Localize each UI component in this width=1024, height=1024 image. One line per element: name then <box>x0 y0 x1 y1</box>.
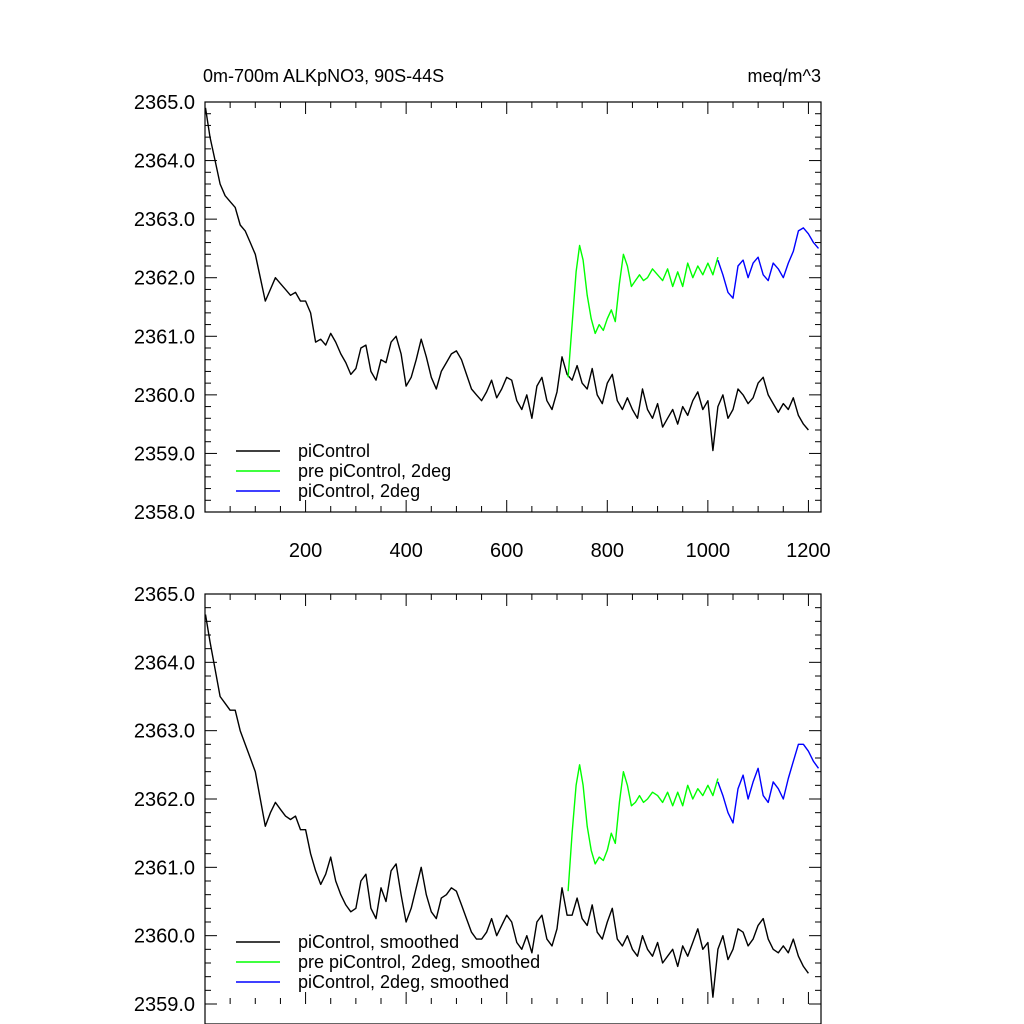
legend-label-pre-picontrol-2deg: pre piControl, 2deg <box>298 461 451 481</box>
panel-top-ticks: 2358.0 2359.0 2360.0 2361.0 2362.0 2363.0 2364… <box>134 92 831 562</box>
panel-top-title: 0m-700m ALKpNO3, 90S-44S <box>203 66 444 86</box>
x-tick-label: 600 <box>490 540 523 562</box>
series-line-picontrol-2deg-smoothed <box>717 743 820 824</box>
panel-bottom-frame <box>204 593 822 1024</box>
legend-label-picontrol-smoothed: piControl, smoothed <box>298 932 459 952</box>
panel-bottom-series <box>204 614 820 998</box>
y-tick-label: 2365.0 <box>134 584 195 606</box>
y-tick-label: 2361.0 <box>134 326 195 348</box>
y-tick-label: 2358.0 <box>134 502 195 524</box>
legend-label-picontrol-2deg-smoothed: piControl, 2deg, smoothed <box>298 972 509 992</box>
y-tick-label: 2362.0 <box>134 268 195 290</box>
x-tick-label: 200 <box>289 540 322 562</box>
y-tick-label: 2363.0 <box>134 721 195 743</box>
panel-top: 0m-700m ALKpNO3, 90S-44S meq/m^3 2358.02… <box>134 66 831 562</box>
y-tick-label: 2360.0 <box>134 926 195 948</box>
y-tick-label: 2359.0 <box>134 994 195 1016</box>
y-tick-label: 2359.0 <box>134 443 195 465</box>
legend-label-picontrol: piControl <box>298 441 370 461</box>
legend-label-pre-picontrol-2deg-smoothed: pre piControl, 2deg, smoothed <box>298 952 540 972</box>
x-tick-label: 800 <box>591 540 624 562</box>
series-line-picontrol <box>204 107 809 452</box>
panel-top-units: meq/m^3 <box>748 66 821 86</box>
y-tick-label: 2360.0 <box>134 385 195 407</box>
x-tick-label: 1200 <box>786 540 831 562</box>
legend-label-picontrol-2deg: piControl, 2deg <box>298 481 420 501</box>
panel-bottom-ticks: 2359.0 2360.0 2361.0 2362.0 2363.0 2364.0 2365… <box>134 584 821 1016</box>
x-tick-label: 1000 <box>686 540 731 562</box>
panel-top-series <box>204 107 820 452</box>
panel-top-legend: piControl pre piControl, 2deg piControl,… <box>236 441 451 501</box>
y-tick-label: 2365.0 <box>134 92 195 114</box>
series-line-picontrol-2deg <box>717 227 820 299</box>
panel-bottom-legend: piControl, smoothed pre piControl, 2deg,… <box>236 932 540 992</box>
x-tick-label: 400 <box>389 540 422 562</box>
series-line-pre-picontrol-2deg-smoothed <box>567 764 719 892</box>
series-line-picontrol-smoothed <box>204 614 809 998</box>
series-line-pre-picontrol-2deg <box>567 244 719 378</box>
y-tick-label: 2364.0 <box>134 151 195 173</box>
panel-bottom: 2359.0 2360.0 2361.0 2362.0 2363.0 2364.0 2365… <box>134 584 822 1024</box>
y-tick-label: 2363.0 <box>134 209 195 231</box>
panel-top-frame <box>204 101 822 513</box>
y-tick-label: 2362.0 <box>134 789 195 811</box>
y-tick-label: 2361.0 <box>134 857 195 879</box>
y-tick-label: 2364.0 <box>134 652 195 674</box>
